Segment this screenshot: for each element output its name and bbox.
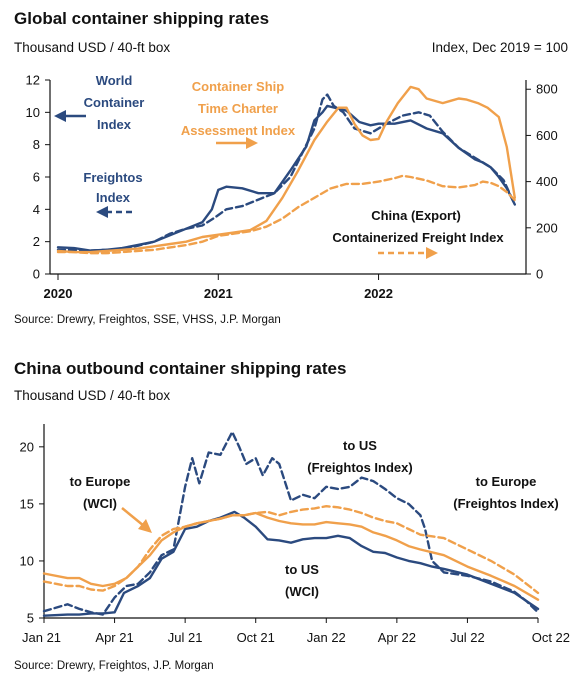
- ccfi-label-1: China (Export): [371, 208, 461, 223]
- x-tick-label: Jul 21: [168, 630, 203, 645]
- europe-freightos-label-2: (Freightos Index): [453, 496, 558, 511]
- series-line-container-ship-time-charter-assessment-index: [56, 85, 516, 254]
- right-tick-label: 600: [536, 128, 558, 143]
- right-tick-label: 400: [536, 174, 558, 189]
- left-tick-label: 10: [26, 105, 40, 120]
- freightos-annotation: Freightos Index: [83, 170, 143, 218]
- time-charter-annotation: Container Ship Time Charter Assessment I…: [181, 79, 296, 149]
- left-tick-label: 4: [33, 202, 40, 217]
- world-container-annotation: World Container Index: [54, 73, 144, 132]
- europe-wci-annotation: to Europe (WCI): [70, 474, 152, 533]
- ccfi-label-2: Containerized Freight Index: [332, 230, 504, 245]
- chart2-title: China outbound container shipping rates: [14, 359, 346, 378]
- x-tick-label: 2022: [364, 286, 393, 301]
- series-line-to-us-freightos-index: [42, 430, 540, 616]
- europe-wci-label-2: (WCI): [83, 496, 117, 511]
- left-tick-label: 12: [26, 73, 40, 88]
- series-line-to-us-wci: [42, 510, 540, 617]
- ccfi-annotation: China (Export) Containerized Freight Ind…: [332, 208, 504, 259]
- series-line-china-export-containerized-freight-index: [56, 174, 516, 255]
- y-tick-label: 10: [20, 553, 34, 568]
- x-tick-label: Jul 22: [450, 630, 485, 645]
- europe-freightos-annotation: to Europe (Freightos Index): [453, 474, 558, 511]
- time-charter-arrow-icon: [216, 137, 258, 149]
- series-line-freightos-index: [56, 93, 516, 252]
- us-wci-label-2: (WCI): [285, 584, 319, 599]
- series-line-to-europe-wci: [42, 511, 540, 601]
- world-container-label-2: Container: [84, 95, 145, 110]
- us-wci-annotation: to US (WCI): [285, 562, 319, 599]
- time-charter-label-1: Container Ship: [192, 79, 285, 94]
- time-charter-label-2: Time Charter: [198, 101, 278, 116]
- chart1-series: [56, 85, 516, 255]
- x-tick-label: Apr 22: [378, 630, 416, 645]
- us-freightos-annotation: to US (Freightos Index): [307, 438, 412, 475]
- world-container-label-1: World: [96, 73, 133, 88]
- series-line-to-europe-freightos-index: [42, 505, 540, 595]
- x-tick-label: 2021: [204, 286, 233, 301]
- x-tick-label: Jan 21: [22, 630, 61, 645]
- chart1-source: Source: Drewry, Freightos, SSE, VHSS, J.…: [14, 314, 281, 326]
- right-tick-label: 0: [536, 267, 543, 282]
- world-container-arrow-icon: [54, 110, 86, 122]
- chart2-ticks: 5 10 15 20 Jan 21 Apr 21 Jul 21 Oct 21 Jan 22 Apr…: [20, 439, 570, 645]
- freightos-label-2: Index: [96, 190, 131, 205]
- y-tick-label: 5: [27, 611, 34, 626]
- left-tick-label: 2: [33, 234, 40, 249]
- chart2-axes: [43, 424, 538, 619]
- x-tick-label: 2020: [44, 286, 73, 301]
- us-wci-label-1: to US: [285, 562, 319, 577]
- x-tick-label: Oct 22: [532, 630, 570, 645]
- chart1-title: Global container shipping rates: [14, 9, 269, 28]
- y-tick-label: 15: [20, 496, 34, 511]
- y-tick-label: 20: [20, 439, 34, 454]
- freightos-label-1: Freightos: [83, 170, 142, 185]
- x-tick-label: Apr 21: [95, 630, 133, 645]
- ccfi-arrow-icon: [378, 247, 438, 259]
- chart2-source: Source: Drewry, Freightos, J.P. Morgan: [14, 660, 214, 672]
- right-tick-label: 200: [536, 220, 558, 235]
- chart2-series: [42, 430, 540, 617]
- world-container-label-3: Index: [97, 117, 132, 132]
- freightos-arrow-icon: [96, 206, 132, 218]
- europe-wci-arrow-icon: [121, 507, 152, 533]
- left-tick-label: 0: [33, 267, 40, 282]
- left-tick-label: 6: [33, 170, 40, 185]
- europe-wci-label-1: to Europe: [70, 474, 131, 489]
- chart1-right-unit: Index, Dec 2019 = 100: [432, 40, 568, 55]
- chart2-unit: Thousand USD / 40-ft box: [14, 388, 170, 403]
- us-freightos-label-1: to US: [343, 438, 377, 453]
- x-tick-label: Jan 22: [307, 630, 346, 645]
- chart1-ticks: 0 2 4 6 8 10 12 0 200 400 600 800 2020 2021 2022: [26, 73, 558, 302]
- time-charter-label-3: Assessment Index: [181, 123, 296, 138]
- x-tick-label: Oct 21: [237, 630, 275, 645]
- left-tick-label: 8: [33, 137, 40, 152]
- right-tick-label: 800: [536, 82, 558, 97]
- europe-freightos-label-1: to Europe: [476, 474, 537, 489]
- chart1-left-unit: Thousand USD / 40-ft box: [14, 40, 170, 55]
- us-freightos-label-2: (Freightos Index): [307, 460, 412, 475]
